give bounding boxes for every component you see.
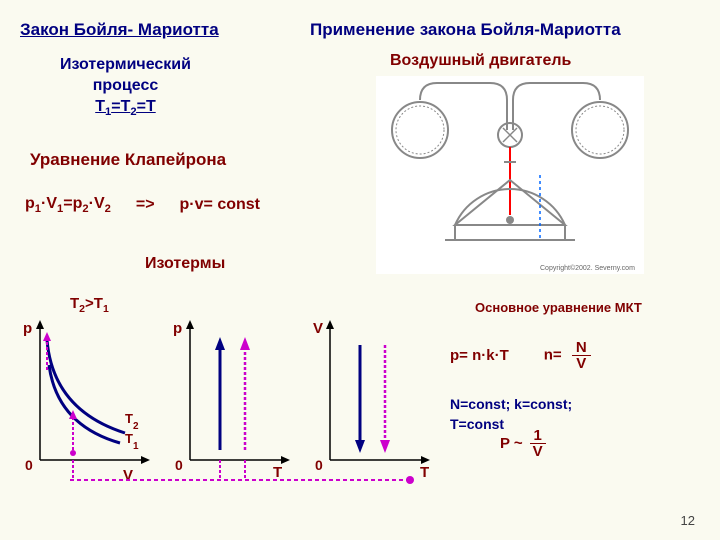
svg-text:T1: T1 xyxy=(125,431,139,452)
isotherms-label: Изотермы xyxy=(145,255,225,273)
svg-text:p: p xyxy=(173,320,182,337)
air-engine-label: Воздушный двигатель xyxy=(390,52,571,70)
svg-text:p: p xyxy=(23,320,32,337)
clapeyron-title: Уравнение Клапейрона xyxy=(30,150,226,170)
svg-text:V: V xyxy=(123,467,133,484)
svg-text:T: T xyxy=(273,464,282,481)
law-title: Закон Бойля- Мариотта xyxy=(20,20,219,40)
svg-text:0: 0 xyxy=(25,457,33,473)
application-title: Применение закона Бойля-Мариотта xyxy=(310,20,621,40)
isothermal-process-label: Изотермический процесс T1=T2=T xyxy=(60,55,191,119)
copyright-text: Copyright©2002. Severny.com xyxy=(540,265,635,272)
svg-text:0: 0 xyxy=(175,457,183,473)
page-number: 12 xyxy=(681,513,695,528)
svg-text:V: V xyxy=(313,320,323,337)
temperature-inequality: T2>T1 xyxy=(70,295,109,315)
main-equation: p1·V1=p2·V2 => p·v= const xyxy=(25,195,260,215)
isotherm-graphs: p V 0 T2 T1 p T 0 V T 0 xyxy=(15,315,435,495)
svg-text:T: T xyxy=(420,464,429,481)
svg-text:0: 0 xyxy=(315,457,323,473)
mkt-proportionality: P ~ 1 V xyxy=(500,428,547,459)
mkt-equation-1: p= n·k·T n= N V xyxy=(450,340,591,371)
svg-text:T2: T2 xyxy=(125,411,139,432)
air-engine-diagram xyxy=(375,75,645,275)
mkt-title: Основное уравнение МКТ xyxy=(475,300,642,315)
